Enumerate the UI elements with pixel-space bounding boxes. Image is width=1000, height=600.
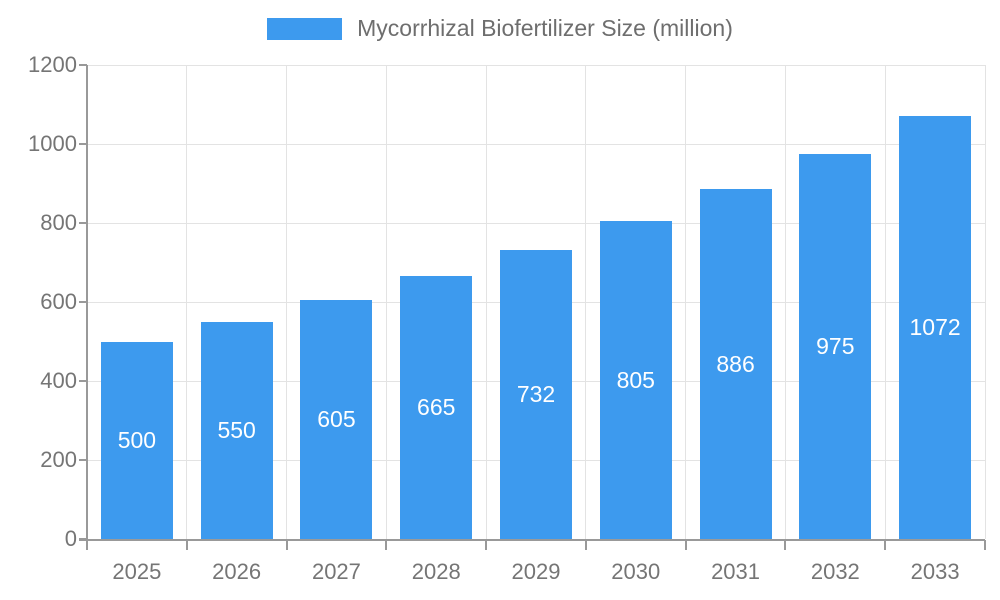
x-axis-label: 2028 (411, 559, 461, 584)
y-axis-label: 1000 (28, 131, 77, 156)
y-axis-label: 600 (40, 289, 77, 314)
y-axis-label: 1200 (28, 52, 77, 77)
gridline-horizontal (87, 143, 985, 145)
x-axis-label: 2025 (112, 559, 162, 584)
bar-value-label: 500 (117, 426, 157, 453)
gridline-vertical (186, 65, 188, 539)
gridline-horizontal (87, 222, 985, 224)
y-axis-tick (79, 64, 87, 66)
x-axis-label: 2030 (611, 559, 661, 584)
gridline-vertical (685, 65, 687, 539)
y-axis-tick (79, 380, 87, 382)
bar-2030[interactable]: 805 (599, 221, 672, 539)
bar-2033[interactable]: 1072 (899, 115, 972, 539)
bar-2032[interactable]: 975 (799, 153, 872, 539)
y-axis-line (86, 65, 88, 540)
bar-value-label: 975 (816, 332, 855, 359)
bar-value-label: 732 (516, 380, 556, 407)
y-axis-label: 800 (40, 210, 77, 235)
y-axis-label: 400 (40, 368, 77, 393)
gridline-vertical (984, 65, 986, 539)
x-axis-tick (884, 540, 887, 550)
bar-value-label: 1072 (909, 313, 961, 340)
bar-2027[interactable]: 605 (300, 300, 373, 539)
gridline-vertical (385, 65, 387, 539)
gridline-vertical (286, 65, 288, 539)
x-axis-tick (984, 540, 986, 550)
x-axis-label: 2033 (910, 559, 960, 584)
y-axis-tick (79, 301, 87, 303)
bar-value-label: 886 (716, 350, 755, 377)
x-axis-label: 2032 (810, 559, 860, 584)
x-axis-tick (385, 540, 388, 550)
x-axis-tick (584, 540, 587, 550)
y-axis-label: 200 (40, 447, 77, 472)
x-axis-line (79, 538, 985, 541)
x-axis-tick (86, 540, 88, 550)
x-axis-tick (784, 540, 787, 550)
bar-2031[interactable]: 886 (699, 189, 772, 539)
x-axis-label: 2031 (711, 559, 761, 584)
bar-2026[interactable]: 550 (200, 321, 273, 539)
x-axis-tick (185, 540, 188, 550)
gridline-horizontal (87, 64, 985, 66)
gridline-vertical (585, 65, 587, 539)
y-axis-tick (79, 143, 87, 145)
bar-value-label: 550 (217, 416, 256, 443)
y-axis-tick (79, 459, 87, 461)
x-axis-tick (485, 540, 488, 550)
bar-value-label: 805 (616, 366, 655, 393)
bar-value-label: 605 (317, 406, 356, 432)
x-axis-label: 2027 (311, 559, 361, 584)
legend-item[interactable]: Mycorrhizal Biofertilizer Size (million) (0, 17, 1000, 40)
x-axis-label: 2026 (212, 559, 262, 584)
bar-2029[interactable]: 732 (500, 249, 572, 539)
x-axis-tick (285, 540, 288, 550)
bar-value-label: 665 (417, 394, 456, 421)
legend-swatch (267, 17, 343, 40)
y-axis-label: 0 (64, 526, 77, 551)
x-axis-tick (684, 540, 687, 550)
bar-2025[interactable]: 500 (100, 341, 173, 539)
x-axis-label: 2029 (511, 559, 561, 584)
gridline-vertical (884, 65, 886, 539)
gridline-vertical (784, 65, 786, 539)
y-axis-tick (79, 222, 87, 224)
legend-label: Mycorrhizal Biofertilizer Size (million) (357, 15, 733, 41)
gridline-vertical (485, 65, 487, 539)
bar-2028[interactable]: 665 (400, 276, 473, 539)
